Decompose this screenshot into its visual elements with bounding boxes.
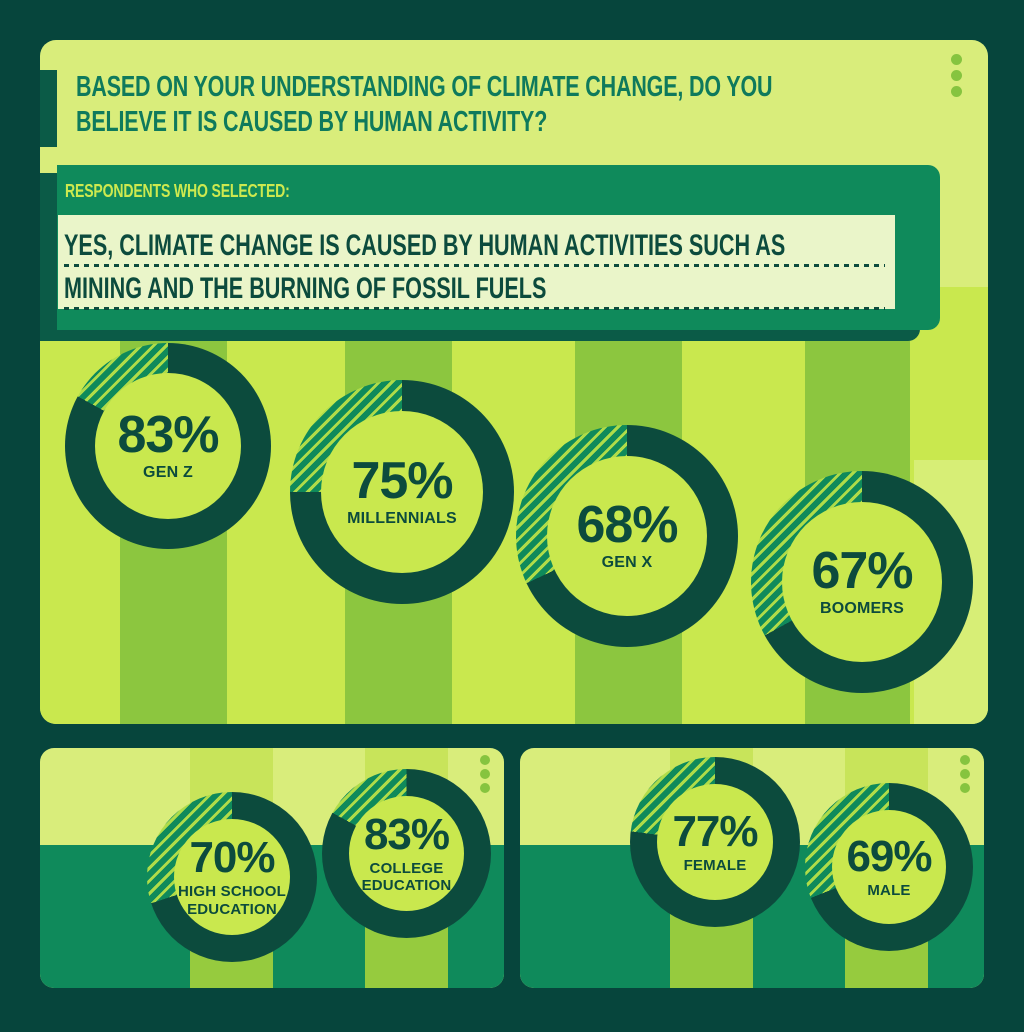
question-line-2: BELIEVE IT IS CAUSED BY HUMAN ACTIVITY? [76, 106, 548, 138]
question-title: BASED ON YOUR UNDERSTANDING OF CLIMATE C… [76, 70, 988, 140]
menu-dot-icon [951, 54, 962, 65]
donut-center: 68% GEN X [547, 456, 707, 616]
menu-dot-icon [951, 86, 962, 97]
donut-center: 75% MILLENNIALS [321, 411, 483, 573]
donut-center: 70% HIGH SCHOOL EDUCATION [174, 819, 290, 935]
donut-label: BOOMERS [819, 600, 905, 618]
donut-label: GEN X [601, 554, 653, 572]
donut-boomers: 67% BOOMERS [751, 471, 973, 693]
donut-label: FEMALE [683, 856, 747, 874]
donut-label: COLLEGE EDUCATION [361, 859, 452, 894]
donut-percentage: 69% [846, 831, 932, 881]
donut-high-school-education: 70% HIGH SCHOOL EDUCATION [147, 792, 317, 962]
menu-dot-icon [480, 755, 490, 765]
card-menu-button[interactable] [951, 54, 962, 97]
menu-dot-icon [480, 769, 490, 779]
donut-label: HIGH SCHOOL EDUCATION [177, 883, 287, 918]
donut-gen-z: 83% GEN Z [65, 343, 271, 549]
menu-dot-icon [960, 783, 970, 793]
donut-label: GEN Z [143, 464, 193, 482]
donut-percentage: 70% [189, 833, 275, 883]
donut-center: 83% GEN Z [95, 373, 241, 519]
donut-percentage: 83% [117, 406, 219, 465]
answer-line-1: YES, CLIMATE CHANGE IS CAUSED BY HUMAN A… [64, 224, 885, 267]
card-menu-button[interactable] [960, 755, 970, 793]
donut-center: 83% COLLEGE EDUCATION [349, 796, 464, 911]
donut-college-education: 83% COLLEGE EDUCATION [322, 769, 491, 938]
donut-percentage: 77% [672, 806, 758, 856]
menu-dot-icon [480, 783, 490, 793]
menu-dot-icon [951, 70, 962, 81]
respondents-banner: RESPONDENTS WHO SELECTED: YES, CLIMATE C… [57, 165, 940, 330]
donut-percentage: 83% [363, 809, 450, 859]
donut-percentage: 67% [811, 542, 913, 601]
answer-line-2: MINING AND THE BURNING OF FOSSIL FUELS [64, 267, 885, 310]
donut-center: 77% FEMALE [657, 784, 773, 900]
donut-millennials: 75% MILLENNIALS [290, 380, 514, 604]
donut-female: 77% FEMALE [630, 757, 800, 927]
menu-dot-icon [960, 755, 970, 765]
card-menu-button[interactable] [480, 755, 490, 793]
answer-box: YES, CLIMATE CHANGE IS CAUSED BY HUMAN A… [58, 215, 895, 310]
donut-center: 67% BOOMERS [782, 502, 942, 662]
donut-label: MILLENNIALS [347, 510, 457, 528]
donut-percentage: 68% [576, 496, 678, 555]
menu-dot-icon [960, 769, 970, 779]
donut-percentage: 75% [351, 452, 453, 511]
answer-text-1: YES, CLIMATE CHANGE IS CAUSED BY HUMAN A… [64, 229, 786, 262]
donut-center: 69% MALE [832, 810, 946, 924]
donut-male: 69% MALE [805, 783, 973, 951]
respondents-label: RESPONDENTS WHO SELECTED: [65, 181, 290, 201]
title-accent-bar [40, 70, 57, 147]
question-line-1: BASED ON YOUR UNDERSTANDING OF CLIMATE C… [76, 71, 773, 103]
donut-label: MALE [867, 881, 911, 899]
donut-gen-x: 68% GEN X [516, 425, 738, 647]
answer-text-2: MINING AND THE BURNING OF FOSSIL FUELS [64, 272, 547, 305]
